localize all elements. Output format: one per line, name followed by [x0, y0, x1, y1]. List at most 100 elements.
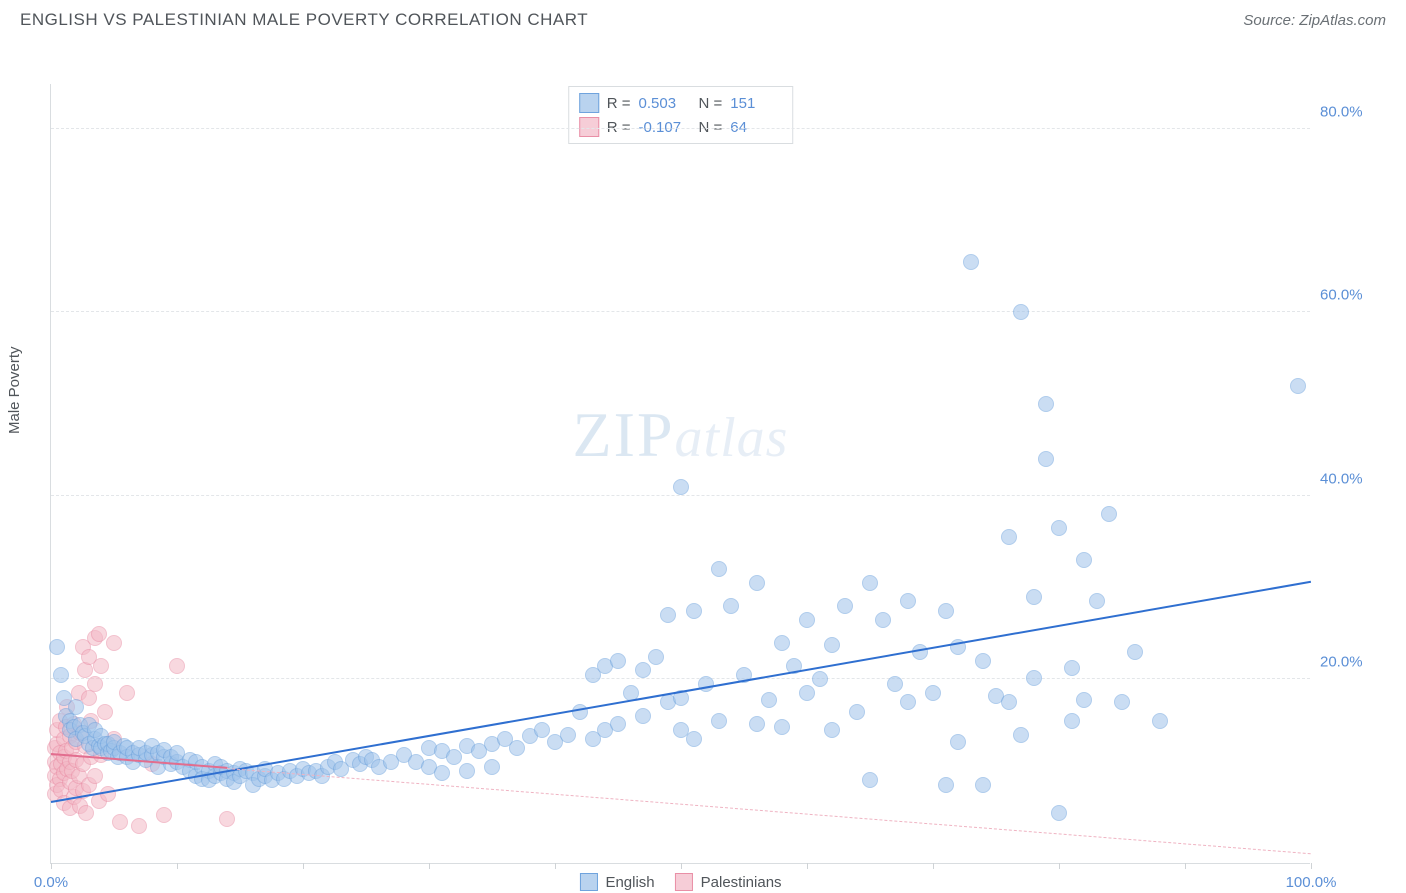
data-point-english	[1089, 593, 1105, 609]
legend-item-english: English	[579, 871, 654, 893]
data-point-english	[812, 671, 828, 687]
source-name: ZipAtlas.com	[1299, 12, 1386, 29]
data-point-palestinians	[131, 818, 147, 834]
data-point-english	[824, 722, 840, 738]
swatch-palestinians	[675, 873, 693, 891]
data-point-english	[1001, 529, 1017, 545]
data-point-english	[875, 612, 891, 628]
legend-label-palestinians: Palestinians	[701, 874, 782, 891]
data-point-english	[1076, 692, 1092, 708]
data-point-english	[1026, 589, 1042, 605]
data-point-english	[660, 607, 676, 623]
data-point-english	[610, 653, 626, 669]
data-point-english	[749, 575, 765, 591]
watermark: ZIPatlas	[573, 398, 789, 472]
data-point-palestinians	[219, 811, 235, 827]
y-axis-label: Male Poverty	[6, 346, 23, 434]
x-tick	[555, 863, 556, 869]
y-tick-label: 20.0%	[1320, 654, 1380, 671]
chart-title: ENGLISH VS PALESTINIAN MALE POVERTY CORR…	[20, 10, 588, 30]
data-point-palestinians	[112, 814, 128, 830]
r-label: R =	[607, 95, 631, 112]
data-point-english	[837, 598, 853, 614]
data-point-english	[950, 734, 966, 750]
x-tick-label: 100.0%	[1286, 874, 1337, 891]
n-value-english: 151	[730, 95, 782, 112]
gridline	[51, 128, 1310, 129]
data-point-english	[698, 676, 714, 692]
data-point-english	[723, 598, 739, 614]
data-point-english	[900, 694, 916, 710]
chart-header: ENGLISH VS PALESTINIAN MALE POVERTY CORR…	[0, 0, 1406, 34]
data-point-english	[509, 740, 525, 756]
data-point-english	[1064, 713, 1080, 729]
data-point-english	[68, 699, 84, 715]
data-point-english	[799, 612, 815, 628]
data-point-english	[1051, 520, 1067, 536]
data-point-palestinians	[87, 768, 103, 784]
x-tick	[1311, 863, 1312, 869]
data-point-english	[862, 772, 878, 788]
data-point-palestinians	[100, 786, 116, 802]
data-point-english	[572, 704, 588, 720]
gridline	[51, 495, 1310, 496]
data-point-palestinians	[169, 658, 185, 674]
data-point-english	[711, 713, 727, 729]
plot-area: ZIPatlas R = 0.503 N = 151 R = -0.107 N …	[50, 84, 1310, 864]
x-tick	[681, 863, 682, 869]
series-legend: English Palestinians	[579, 871, 781, 893]
data-point-english	[862, 575, 878, 591]
data-point-english	[749, 716, 765, 732]
data-point-palestinians	[119, 685, 135, 701]
watermark-atlas: atlas	[675, 407, 789, 469]
data-point-english	[925, 685, 941, 701]
data-point-english	[459, 763, 475, 779]
data-point-palestinians	[106, 635, 122, 651]
data-point-english	[484, 759, 500, 775]
data-point-english	[610, 716, 626, 732]
x-tick	[177, 863, 178, 869]
data-point-palestinians	[97, 704, 113, 720]
data-point-english	[53, 667, 69, 683]
data-point-english	[900, 593, 916, 609]
data-point-english	[686, 731, 702, 747]
data-point-english	[673, 479, 689, 495]
x-tick-label: 0.0%	[34, 874, 68, 891]
data-point-english	[686, 603, 702, 619]
y-tick-label: 40.0%	[1320, 470, 1380, 487]
data-point-english	[1013, 304, 1029, 320]
data-point-english	[711, 561, 727, 577]
gridline	[51, 678, 1310, 679]
data-point-english	[446, 749, 462, 765]
data-point-english	[887, 676, 903, 692]
data-point-english	[824, 637, 840, 653]
data-point-english	[1026, 670, 1042, 686]
data-point-english	[1076, 552, 1092, 568]
data-point-english	[434, 765, 450, 781]
data-point-english	[1064, 660, 1080, 676]
correlation-row-english: R = 0.503 N = 151	[579, 91, 783, 115]
x-tick	[429, 863, 430, 869]
x-tick	[51, 863, 52, 869]
r-value-english: 0.503	[639, 95, 691, 112]
data-point-english	[1038, 396, 1054, 412]
y-tick-label: 80.0%	[1320, 103, 1380, 120]
data-point-english	[774, 719, 790, 735]
correlation-legend: R = 0.503 N = 151 R = -0.107 N = 64	[568, 86, 794, 144]
data-point-english	[938, 603, 954, 619]
data-point-english	[648, 649, 664, 665]
data-point-palestinians	[156, 807, 172, 823]
data-point-english	[963, 254, 979, 270]
x-tick	[303, 863, 304, 869]
data-point-english	[1290, 378, 1306, 394]
n-label: N =	[699, 95, 723, 112]
data-point-english	[975, 777, 991, 793]
data-point-english	[1013, 727, 1029, 743]
x-tick	[933, 863, 934, 869]
data-point-palestinians	[91, 626, 107, 642]
y-tick-label: 60.0%	[1320, 287, 1380, 304]
data-point-english	[1127, 644, 1143, 660]
watermark-zip: ZIP	[573, 399, 675, 470]
data-point-english	[938, 777, 954, 793]
data-point-english	[774, 635, 790, 651]
